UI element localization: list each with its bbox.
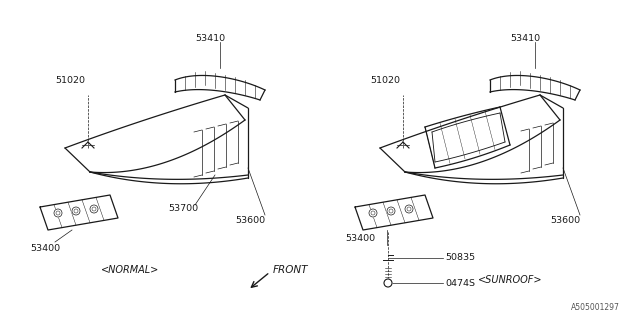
Text: <NORMAL>: <NORMAL> [101, 265, 159, 275]
Circle shape [369, 209, 377, 217]
Text: <SUNROOF>: <SUNROOF> [477, 275, 542, 285]
Text: A505001297: A505001297 [571, 303, 620, 312]
Text: 53600: 53600 [550, 215, 580, 225]
Circle shape [405, 205, 413, 213]
Text: 53400: 53400 [30, 244, 60, 252]
Circle shape [90, 205, 98, 213]
Circle shape [387, 207, 395, 215]
Text: 51020: 51020 [55, 76, 85, 84]
Text: 53400: 53400 [345, 234, 375, 243]
Text: 53700: 53700 [168, 204, 198, 212]
Circle shape [72, 207, 80, 215]
Text: 53410: 53410 [510, 34, 540, 43]
Circle shape [384, 279, 392, 287]
Text: 0474S: 0474S [445, 278, 475, 287]
Text: 53410: 53410 [195, 34, 225, 43]
Text: FRONT: FRONT [273, 265, 308, 275]
Text: 53600: 53600 [235, 215, 265, 225]
Text: 51020: 51020 [370, 76, 400, 84]
Text: 50835: 50835 [445, 253, 475, 262]
Circle shape [54, 209, 62, 217]
